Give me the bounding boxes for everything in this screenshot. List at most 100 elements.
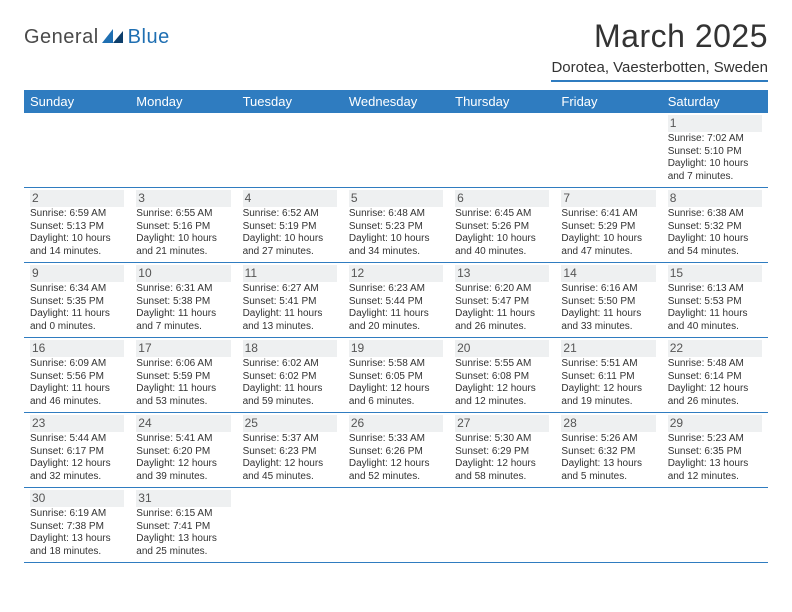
calendar-cell: 6Sunrise: 6:45 AMSunset: 5:26 PMDaylight…: [449, 188, 555, 263]
calendar-cell: 17Sunrise: 6:06 AMSunset: 5:59 PMDayligh…: [130, 338, 236, 413]
sunset-text: Sunset: 5:53 PM: [668, 296, 762, 309]
daylight-text: Daylight: 12 hours and 45 minutes.: [243, 458, 337, 483]
calendar-cell: 1Sunrise: 7:02 AMSunset: 5:10 PMDaylight…: [662, 113, 768, 188]
sunrise-text: Sunrise: 6:06 AM: [136, 358, 230, 371]
calendar-cell: [237, 113, 343, 188]
logo-text-1: General: [24, 26, 99, 49]
daylight-text: Daylight: 11 hours and 53 minutes.: [136, 383, 230, 408]
sunset-text: Sunset: 5:35 PM: [30, 296, 124, 309]
daylight-text: Daylight: 10 hours and 21 minutes.: [136, 233, 230, 258]
sunset-text: Sunset: 6:20 PM: [136, 446, 230, 459]
calendar-row: 30Sunrise: 6:19 AMSunset: 7:38 PMDayligh…: [24, 488, 768, 563]
daylight-text: Daylight: 13 hours and 12 minutes.: [668, 458, 762, 483]
day-number: 10: [136, 265, 230, 282]
weekday-header: Thursday: [449, 90, 555, 113]
sunrise-text: Sunrise: 6:59 AM: [30, 208, 124, 221]
sunrise-text: Sunrise: 6:48 AM: [349, 208, 443, 221]
sunrise-text: Sunrise: 6:23 AM: [349, 283, 443, 296]
calendar-cell: 3Sunrise: 6:55 AMSunset: 5:16 PMDaylight…: [130, 188, 236, 263]
sunset-text: Sunset: 5:23 PM: [349, 221, 443, 234]
day-number: 11: [243, 265, 337, 282]
day-number: 7: [561, 190, 655, 207]
day-number: 13: [455, 265, 549, 282]
day-number: 4: [243, 190, 337, 207]
day-number: 14: [561, 265, 655, 282]
daylight-text: Daylight: 10 hours and 7 minutes.: [668, 158, 762, 183]
calendar-cell: [343, 113, 449, 188]
sunset-text: Sunset: 5:47 PM: [455, 296, 549, 309]
location-subtitle: Dorotea, Vaesterbotten, Sweden: [551, 59, 768, 82]
daylight-text: Daylight: 10 hours and 47 minutes.: [561, 233, 655, 258]
sunset-text: Sunset: 5:32 PM: [668, 221, 762, 234]
day-number: 8: [668, 190, 762, 207]
calendar-cell: 11Sunrise: 6:27 AMSunset: 5:41 PMDayligh…: [237, 263, 343, 338]
sunset-text: Sunset: 6:32 PM: [561, 446, 655, 459]
logo-text-2: Blue: [128, 26, 170, 49]
day-number: 25: [243, 415, 337, 432]
day-number: 26: [349, 415, 443, 432]
daylight-text: Daylight: 12 hours and 58 minutes.: [455, 458, 549, 483]
sunset-text: Sunset: 6:02 PM: [243, 371, 337, 384]
calendar-cell: 22Sunrise: 5:48 AMSunset: 6:14 PMDayligh…: [662, 338, 768, 413]
sunset-text: Sunset: 7:41 PM: [136, 521, 230, 534]
daylight-text: Daylight: 11 hours and 20 minutes.: [349, 308, 443, 333]
sunset-text: Sunset: 5:10 PM: [668, 146, 762, 159]
sunset-text: Sunset: 6:29 PM: [455, 446, 549, 459]
calendar-cell: 25Sunrise: 5:37 AMSunset: 6:23 PMDayligh…: [237, 413, 343, 488]
sunrise-text: Sunrise: 6:41 AM: [561, 208, 655, 221]
daylight-text: Daylight: 11 hours and 40 minutes.: [668, 308, 762, 333]
day-number: 21: [561, 340, 655, 357]
calendar-cell: [449, 113, 555, 188]
daylight-text: Daylight: 13 hours and 25 minutes.: [136, 533, 230, 558]
calendar-row: 2Sunrise: 6:59 AMSunset: 5:13 PMDaylight…: [24, 188, 768, 263]
sunrise-text: Sunrise: 6:38 AM: [668, 208, 762, 221]
day-number: 29: [668, 415, 762, 432]
sunrise-text: Sunrise: 6:16 AM: [561, 283, 655, 296]
daylight-text: Daylight: 10 hours and 34 minutes.: [349, 233, 443, 258]
sunset-text: Sunset: 6:35 PM: [668, 446, 762, 459]
sunset-text: Sunset: 5:56 PM: [30, 371, 124, 384]
sunset-text: Sunset: 6:14 PM: [668, 371, 762, 384]
calendar-cell: 14Sunrise: 6:16 AMSunset: 5:50 PMDayligh…: [555, 263, 661, 338]
calendar-cell: [24, 113, 130, 188]
daylight-text: Daylight: 10 hours and 40 minutes.: [455, 233, 549, 258]
sunrise-text: Sunrise: 6:20 AM: [455, 283, 549, 296]
weekday-header: Friday: [555, 90, 661, 113]
day-number: 20: [455, 340, 549, 357]
sunrise-text: Sunrise: 6:15 AM: [136, 508, 230, 521]
page-title: March 2025: [551, 18, 768, 55]
daylight-text: Daylight: 11 hours and 26 minutes.: [455, 308, 549, 333]
day-number: 28: [561, 415, 655, 432]
sunrise-text: Sunrise: 6:45 AM: [455, 208, 549, 221]
daylight-text: Daylight: 12 hours and 39 minutes.: [136, 458, 230, 483]
daylight-text: Daylight: 12 hours and 32 minutes.: [30, 458, 124, 483]
calendar-row: 9Sunrise: 6:34 AMSunset: 5:35 PMDaylight…: [24, 263, 768, 338]
sunrise-text: Sunrise: 6:55 AM: [136, 208, 230, 221]
calendar-row: 1Sunrise: 7:02 AMSunset: 5:10 PMDaylight…: [24, 113, 768, 188]
sunset-text: Sunset: 6:05 PM: [349, 371, 443, 384]
calendar-cell: 26Sunrise: 5:33 AMSunset: 6:26 PMDayligh…: [343, 413, 449, 488]
calendar-cell: 7Sunrise: 6:41 AMSunset: 5:29 PMDaylight…: [555, 188, 661, 263]
calendar-cell: [555, 488, 661, 563]
day-number: 17: [136, 340, 230, 357]
sunrise-text: Sunrise: 5:33 AM: [349, 433, 443, 446]
calendar-cell: 20Sunrise: 5:55 AMSunset: 6:08 PMDayligh…: [449, 338, 555, 413]
weekday-header: Tuesday: [237, 90, 343, 113]
sunrise-text: Sunrise: 6:34 AM: [30, 283, 124, 296]
calendar-body: 1Sunrise: 7:02 AMSunset: 5:10 PMDaylight…: [24, 113, 768, 563]
daylight-text: Daylight: 10 hours and 14 minutes.: [30, 233, 124, 258]
daylight-text: Daylight: 11 hours and 33 minutes.: [561, 308, 655, 333]
title-block: March 2025 Dorotea, Vaesterbotten, Swede…: [551, 18, 768, 82]
calendar-cell: 23Sunrise: 5:44 AMSunset: 6:17 PMDayligh…: [24, 413, 130, 488]
logo-icon: [102, 26, 124, 49]
sunset-text: Sunset: 5:16 PM: [136, 221, 230, 234]
calendar-cell: 12Sunrise: 6:23 AMSunset: 5:44 PMDayligh…: [343, 263, 449, 338]
daylight-text: Daylight: 12 hours and 12 minutes.: [455, 383, 549, 408]
sunset-text: Sunset: 5:44 PM: [349, 296, 443, 309]
calendar-cell: 2Sunrise: 6:59 AMSunset: 5:13 PMDaylight…: [24, 188, 130, 263]
day-number: 23: [30, 415, 124, 432]
calendar-cell: 29Sunrise: 5:23 AMSunset: 6:35 PMDayligh…: [662, 413, 768, 488]
sunrise-text: Sunrise: 5:51 AM: [561, 358, 655, 371]
sunrise-text: Sunrise: 5:48 AM: [668, 358, 762, 371]
calendar-cell: [449, 488, 555, 563]
